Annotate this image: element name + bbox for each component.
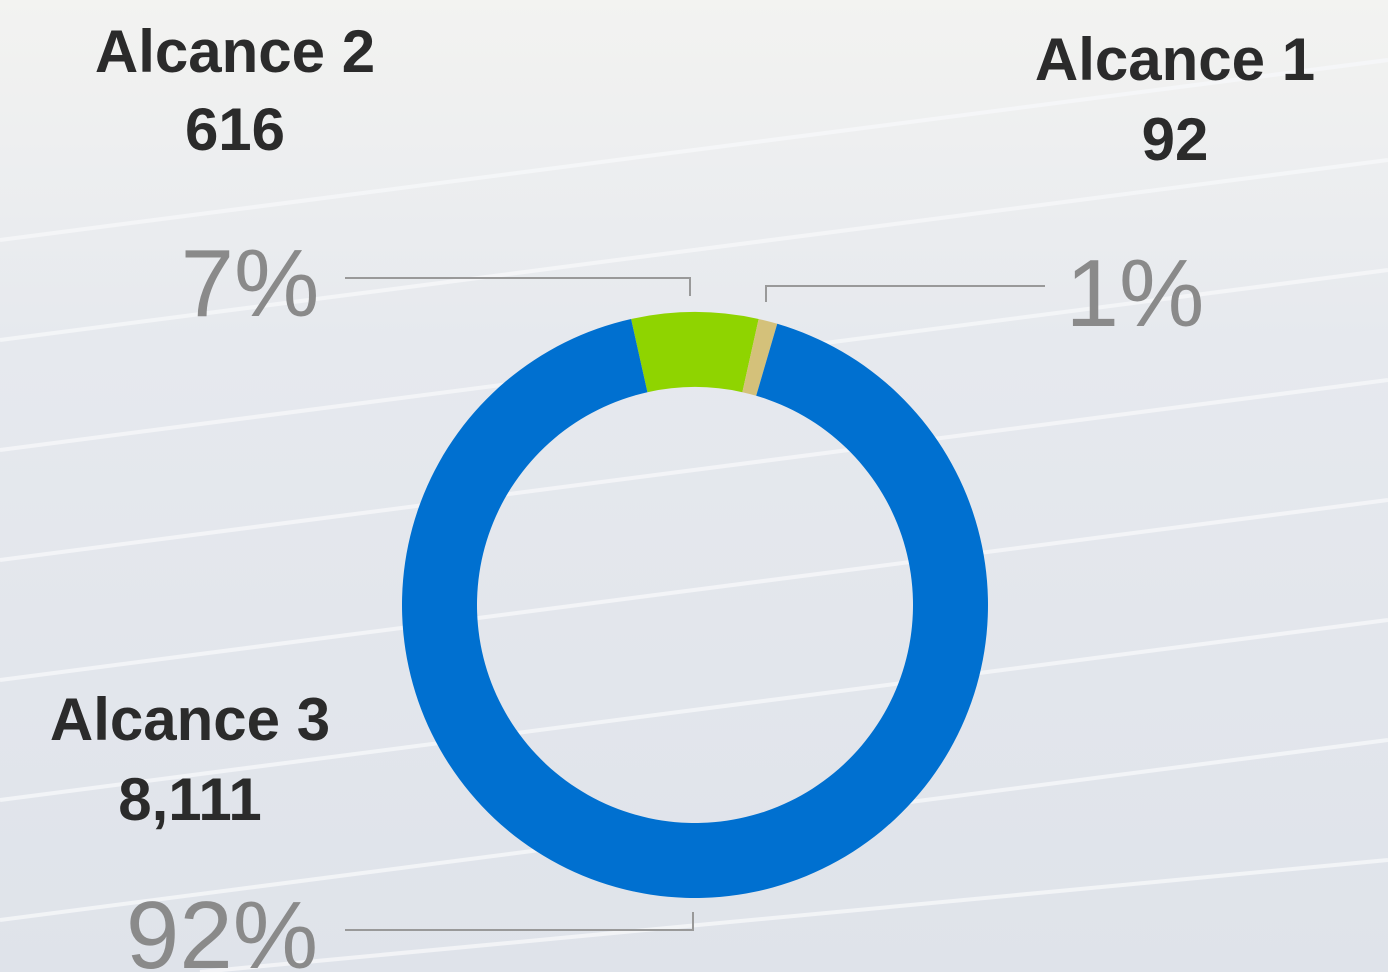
slice (631, 312, 759, 392)
category-label: Alcance 1 (1035, 26, 1315, 93)
percent-label: 7% (181, 230, 320, 337)
chart: Alcance 2 616 7% Alcance 1 92 1% Alcance 3 8,11… (0, 0, 1388, 972)
value-label: 616 (185, 96, 285, 163)
value-label: 8,111 (118, 766, 262, 833)
category-label: Alcance 3 (50, 686, 330, 753)
value-label: 92 (1142, 106, 1209, 173)
percent-label: 1% (1066, 240, 1205, 347)
percent-label: 92% (126, 882, 318, 972)
category-label: Alcance 2 (95, 18, 375, 85)
